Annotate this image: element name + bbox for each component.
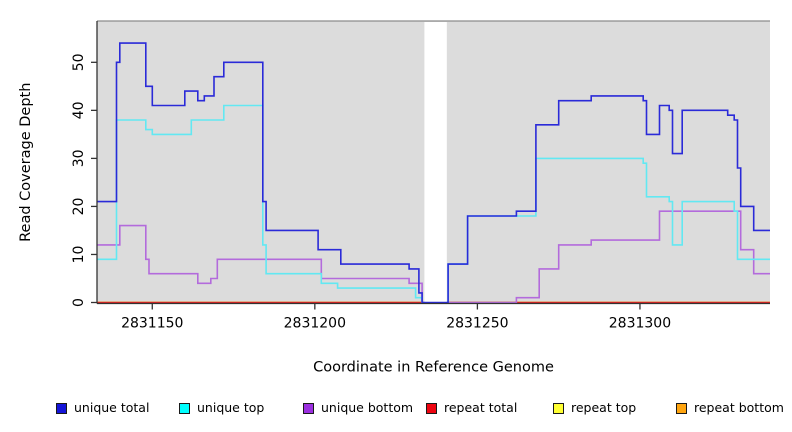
x-tick-label: 2831250 xyxy=(446,316,508,332)
legend-item-repeat-total: repeat total xyxy=(426,401,517,415)
y-tick-label: 20 xyxy=(71,198,87,216)
y-tick-label: 50 xyxy=(71,53,87,71)
y-tick-label: 10 xyxy=(71,246,87,264)
y-tick-label: 0 xyxy=(71,298,87,307)
legend-item-repeat-top: repeat top xyxy=(553,401,636,415)
coverage-chart: 2831150 2831200 2831250 2831300 0 10 20 30 40 50 C… xyxy=(18,20,770,376)
missing-data-gap xyxy=(424,22,447,303)
unique-top-swatch-icon xyxy=(179,402,190,414)
legend-item-unique-total: unique total xyxy=(56,401,149,415)
y-axis-title: Read Coverage Depth xyxy=(18,83,34,242)
y-tick-label: 40 xyxy=(71,101,87,119)
legend-label: repeat total xyxy=(444,400,518,415)
legend-label: unique top xyxy=(197,400,265,415)
x-tick-label: 2831200 xyxy=(284,316,346,332)
legend-label: unique bottom xyxy=(321,400,414,415)
repeat-bottom-swatch-icon xyxy=(676,402,687,414)
y-tick-label: 30 xyxy=(71,149,87,167)
x-axis-title: Coordinate in Reference Genome xyxy=(313,360,554,376)
legend-item-repeat-bottom: repeat bottom xyxy=(676,401,784,415)
legend-item-unique-bottom: unique bottom xyxy=(303,401,413,415)
legend-label: repeat top xyxy=(571,400,637,415)
x-tick-label: 2831300 xyxy=(609,316,671,332)
x-tick-label: 2831150 xyxy=(121,316,183,332)
unique-bottom-swatch-icon xyxy=(303,402,314,414)
repeat-top-swatch-icon xyxy=(553,402,564,414)
legend-label: unique total xyxy=(74,400,150,415)
legend-label: repeat bottom xyxy=(694,400,784,415)
unique-total-swatch-icon xyxy=(56,402,67,414)
repeat-total-swatch-icon xyxy=(426,402,437,414)
series-unique-total xyxy=(97,42,770,304)
series-unique-bottom xyxy=(97,210,770,304)
legend-item-unique-top: unique top xyxy=(179,401,264,415)
